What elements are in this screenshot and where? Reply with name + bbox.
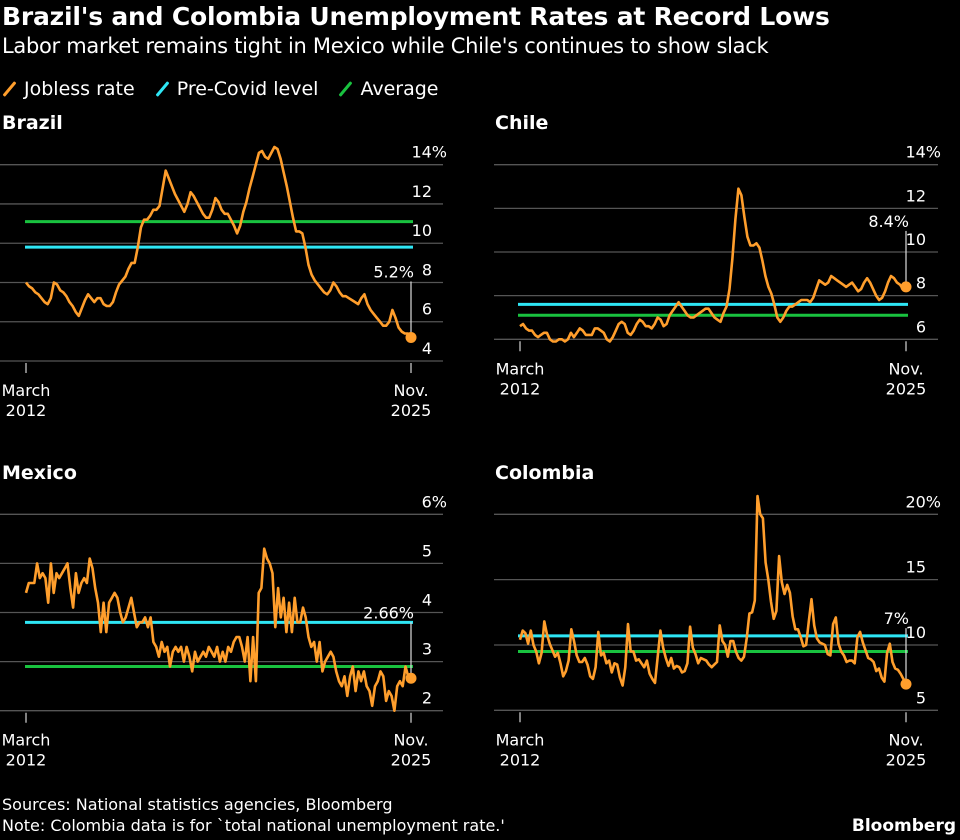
legend: Jobless rate Pre-Covid level Average — [2, 78, 439, 100]
y-tick-label-colombia: 5 — [916, 688, 926, 707]
y-tick-label-brazil: 12 — [412, 182, 432, 201]
y-tick-label-brazil: 8 — [422, 260, 432, 279]
x-tick-label-chile: March — [496, 359, 545, 378]
panel-title-brazil: Brazil — [2, 112, 63, 134]
panel-title-mexico: Mexico — [2, 462, 77, 484]
legend-label: Jobless rate — [24, 78, 135, 100]
chart-subtitle: Labor market remains tight in Mexico whi… — [2, 34, 769, 58]
sources-note: Sources: National statistics agencies, B… — [2, 795, 393, 814]
y-tick-label-brazil: 10 — [412, 221, 432, 240]
last-value-label-colombia: 7% — [884, 609, 909, 628]
x-tick-label-brazil: 2012 — [6, 401, 47, 420]
last-value-label-brazil: 5.2% — [373, 262, 414, 281]
y-tick-label-colombia: 10 — [906, 623, 926, 642]
x-tick-label-chile: 2025 — [886, 379, 927, 398]
y-tick-label-chile: 14% — [905, 143, 941, 162]
footnote: Note: Colombia data is for `total nation… — [2, 816, 505, 835]
x-tick-label-colombia: Nov. — [888, 730, 923, 749]
legend-item-average: Average — [338, 78, 438, 100]
x-tick-label-mexico: 2025 — [391, 751, 432, 770]
x-tick-label-mexico: Nov. — [393, 731, 428, 750]
x-tick-label-brazil: March — [2, 381, 51, 400]
y-tick-label-mexico: 6% — [422, 492, 447, 511]
legend-label: Average — [360, 78, 439, 100]
y-tick-label-chile: 10 — [906, 230, 926, 249]
y-tick-label-chile: 12 — [906, 186, 926, 205]
x-tick-label-chile: 2012 — [500, 379, 541, 398]
x-tick-label-colombia: March — [496, 730, 545, 749]
y-tick-label-chile: 6 — [916, 317, 926, 336]
last-value-marker-mexico — [405, 672, 417, 684]
x-tick-label-colombia: 2012 — [500, 750, 541, 769]
jobless-rate-line-colombia — [518, 494, 907, 687]
y-tick-label-brazil: 4 — [422, 339, 432, 358]
last-value-marker-brazil — [405, 331, 417, 343]
x-tick-label-chile: Nov. — [888, 359, 923, 378]
y-tick-label-colombia: 20% — [905, 492, 941, 511]
y-tick-label-brazil: 6 — [422, 300, 432, 319]
y-tick-label-mexico: 4 — [422, 591, 432, 610]
y-tick-label-mexico: 3 — [422, 640, 432, 659]
x-tick-label-brazil: 2025 — [391, 401, 432, 420]
legend-item-jobless-rate: Jobless rate — [2, 78, 135, 100]
panel-title-colombia: Colombia — [495, 462, 595, 484]
last-value-label-chile: 8.4% — [868, 212, 909, 231]
bloomberg-logo: Bloomberg — [851, 816, 956, 836]
y-tick-label-brazil: 14% — [411, 143, 447, 162]
x-tick-label-colombia: 2025 — [886, 750, 927, 769]
y-tick-label-chile: 8 — [916, 274, 926, 293]
legend-item-pre-covid: Pre-Covid level — [155, 78, 319, 100]
x-tick-label-mexico: March — [2, 731, 51, 750]
x-tick-label-brazil: Nov. — [393, 381, 428, 400]
y-tick-label-mexico: 2 — [422, 689, 432, 708]
chart-title: Brazil's and Colombia Unemployment Rates… — [2, 2, 830, 31]
jobless-rate-line-chile — [519, 187, 907, 343]
x-tick-label-mexico: 2012 — [6, 751, 47, 770]
y-tick-label-mexico: 5 — [422, 541, 432, 560]
legend-label: Pre-Covid level — [176, 78, 319, 100]
last-value-marker-chile — [900, 281, 912, 293]
y-tick-label-colombia: 15 — [906, 558, 926, 577]
last-value-marker-colombia — [900, 678, 912, 690]
panel-title-chile: Chile — [495, 112, 549, 134]
jobless-rate-line-brazil — [24, 145, 413, 339]
last-value-label-mexico: 2.66% — [363, 603, 414, 622]
jobless-rate-line-mexico — [24, 547, 412, 713]
